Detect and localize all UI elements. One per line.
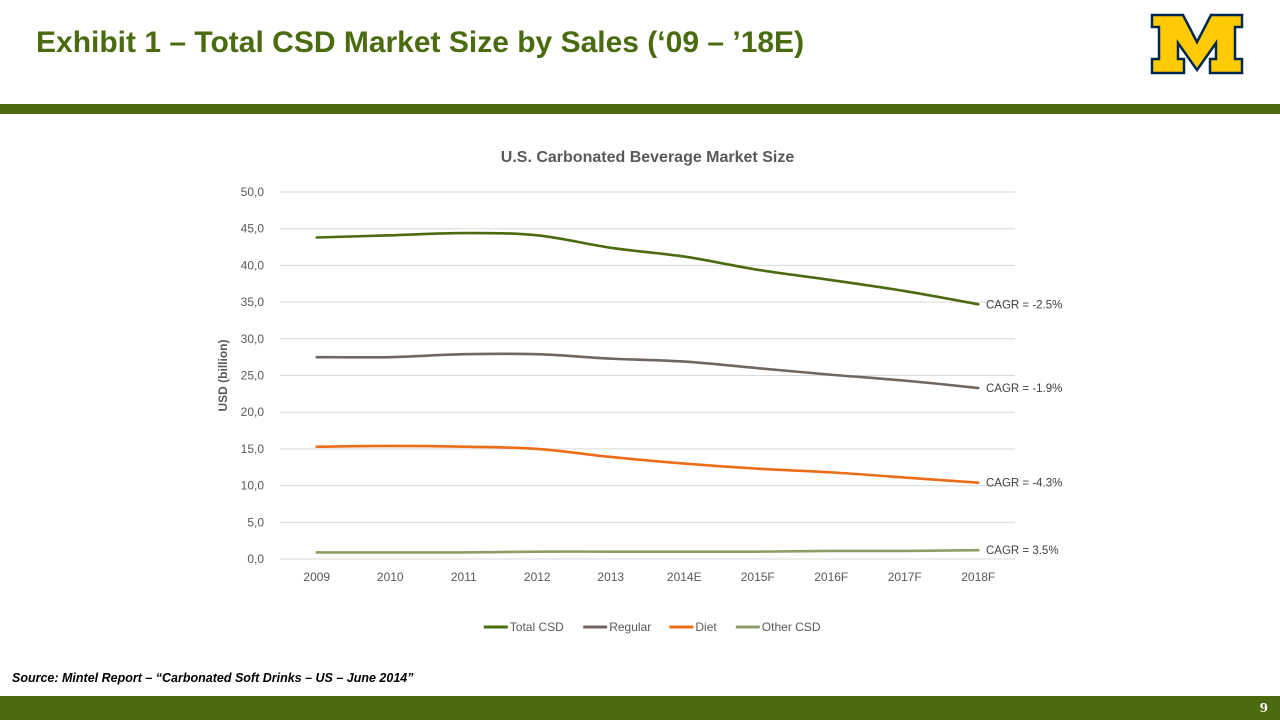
series-line-diet (315, 444, 980, 484)
y-axis-label: USD (billion) (216, 340, 230, 412)
chart-title: U.S. Carbonated Beverage Market Size (501, 149, 795, 166)
footer-bar: 9 (0, 696, 1280, 720)
legend-label: Other CSD (762, 620, 821, 634)
y-tick-label: 25,0 (241, 369, 265, 383)
data-point (830, 374, 832, 376)
data-point (463, 445, 465, 447)
y-tick-label: 45,0 (241, 222, 265, 236)
series-line-other-csd (315, 548, 980, 554)
legend-label: Regular (609, 620, 651, 634)
data-point (316, 356, 318, 358)
data-point (904, 379, 906, 381)
legend-label: Diet (695, 620, 717, 634)
data-point (389, 234, 391, 236)
page-number: 9 (1259, 701, 1268, 715)
data-point (977, 481, 979, 483)
cagr-annotation: CAGR = -4.3% (986, 478, 1062, 490)
data-point (904, 290, 906, 292)
data-point (977, 303, 979, 305)
market-size-chart: U.S. Carbonated Beverage Market Size 0,0 5… (0, 120, 1280, 660)
x-tick-label: 2018F (961, 570, 995, 584)
data-point (316, 551, 318, 553)
legend-label: Total CSD (510, 620, 564, 634)
y-tick-label: 0,0 (247, 552, 264, 566)
cagr-annotation: CAGR = -2.5% (986, 299, 1062, 311)
data-point (683, 462, 685, 464)
data-point (316, 236, 318, 238)
data-point (389, 551, 391, 553)
data-point (830, 471, 832, 473)
data-point (463, 232, 465, 234)
data-point (683, 360, 685, 362)
data-point (904, 550, 906, 552)
data-point (610, 247, 612, 249)
data-point (757, 269, 759, 271)
y-tick-label: 5,0 (247, 515, 264, 529)
title-divider (0, 104, 1280, 114)
chart-canvas: U.S. Carbonated Beverage Market Size 0,0 5… (216, 149, 1062, 634)
data-point (389, 356, 391, 358)
data-point (830, 550, 832, 552)
data-point (610, 550, 612, 552)
data-point (683, 255, 685, 257)
cagr-annotation: CAGR = -1.9% (986, 383, 1062, 395)
y-tick-label: 50,0 (241, 185, 265, 199)
data-point (904, 476, 906, 478)
y-tick-label: 40,0 (241, 258, 265, 272)
series-line-total-csd (315, 231, 980, 306)
y-tick-label: 15,0 (241, 442, 265, 456)
x-tick-label: 2015F (741, 570, 775, 584)
data-point (977, 549, 979, 551)
x-tick-label: 2012 (524, 570, 551, 584)
data-point (463, 353, 465, 355)
data-point (316, 445, 318, 447)
data-point (536, 550, 538, 552)
data-point (536, 448, 538, 450)
data-point (683, 550, 685, 552)
data-point (610, 456, 612, 458)
y-tick-label: 10,0 (241, 479, 265, 493)
data-point (536, 234, 538, 236)
block-m-logo (1150, 13, 1244, 75)
data-point (757, 468, 759, 470)
x-tick-label: 2011 (451, 570, 477, 584)
data-point (757, 550, 759, 552)
cagr-annotation: CAGR = 3.5% (986, 545, 1059, 557)
data-point (389, 445, 391, 447)
data-point (977, 387, 979, 389)
x-tick-label: 2010 (377, 570, 404, 584)
x-tick-label: 2013 (597, 570, 624, 584)
data-point (536, 353, 538, 355)
y-tick-label: 20,0 (241, 405, 265, 419)
x-tick-label: 2016F (814, 570, 848, 584)
y-tick-label: 35,0 (241, 295, 265, 309)
series-line-regular (315, 352, 980, 390)
data-point (830, 279, 832, 281)
x-tick-label: 2014E (667, 570, 702, 584)
data-point (610, 357, 612, 359)
source-note: Source: Mintel Report – “Carbonated Soft… (12, 671, 414, 685)
data-point (463, 551, 465, 553)
slide-title: Exhibit 1 – Total CSD Market Size by Sal… (36, 26, 805, 59)
data-point (757, 367, 759, 369)
x-tick-label: 2017F (888, 570, 922, 584)
x-tick-label: 2009 (303, 570, 330, 584)
y-tick-label: 30,0 (241, 332, 265, 346)
